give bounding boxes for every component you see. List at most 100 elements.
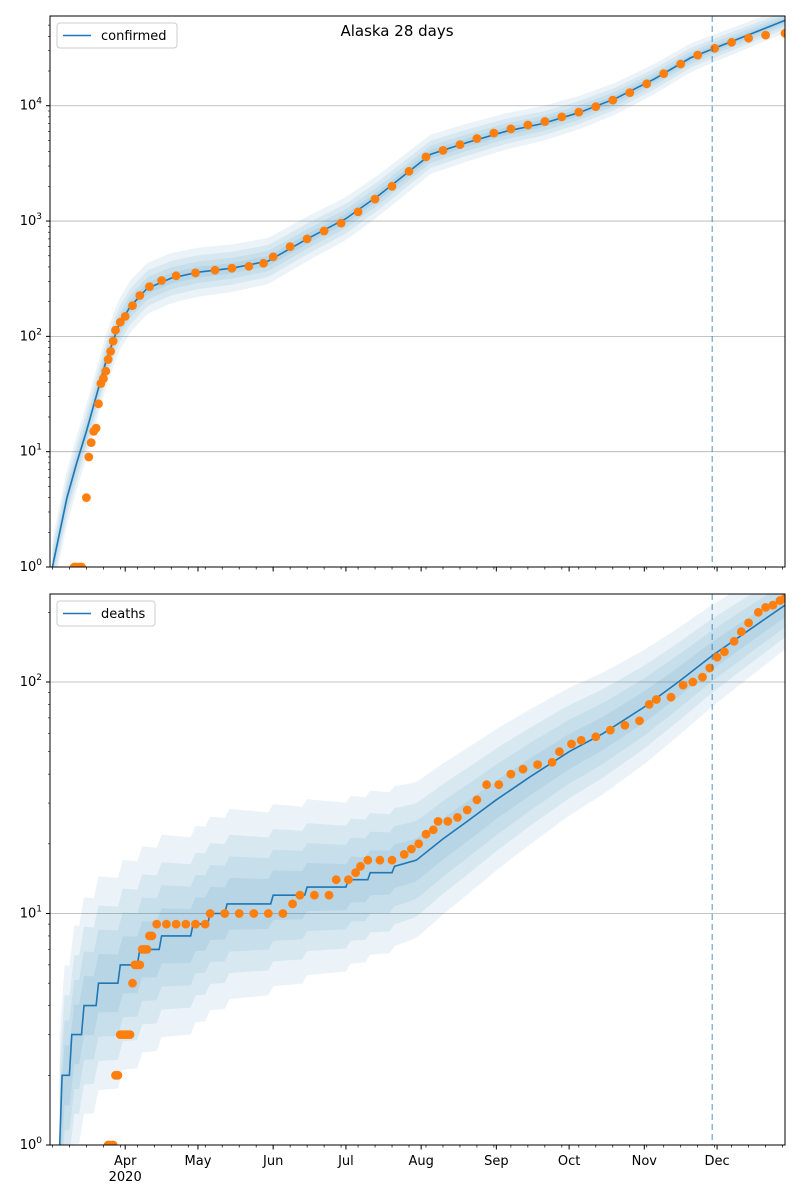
observed-point <box>191 919 200 929</box>
observed-point <box>720 647 729 657</box>
observed-point <box>268 252 278 262</box>
observed-point <box>331 875 341 885</box>
observed-point <box>453 813 462 822</box>
legend-label: confirmed <box>101 29 167 44</box>
y-tick-label: 100 <box>20 1136 43 1153</box>
x-tick-label: Jul <box>337 1154 354 1169</box>
observed-point <box>698 672 707 682</box>
observed-point <box>625 88 635 97</box>
observed-point <box>344 875 353 885</box>
observed-point <box>227 263 237 273</box>
observed-point <box>115 317 125 327</box>
y-tick-label: 101 <box>20 443 42 460</box>
x-tick-label: Nov <box>632 1154 658 1169</box>
observed-point <box>547 757 557 767</box>
observed-point <box>761 603 770 612</box>
plot-area <box>58 594 785 1145</box>
observed-point <box>387 181 397 191</box>
observed-point <box>263 909 273 918</box>
observed-point <box>635 716 644 726</box>
observed-point <box>91 423 101 433</box>
observed-point <box>191 268 200 278</box>
observed-point <box>676 59 686 69</box>
observed-point <box>705 663 715 673</box>
observed-point <box>693 50 703 60</box>
observed-point <box>108 1140 118 1145</box>
figure-title: Alaska 28 days <box>340 22 453 40</box>
observed-point <box>567 739 576 749</box>
x-tick-year-label: 2020 <box>109 1170 142 1185</box>
observed-point <box>678 680 688 690</box>
observed-point <box>125 1030 135 1039</box>
observed-point <box>659 69 669 78</box>
observed-point <box>753 607 763 617</box>
observed-point <box>106 347 115 356</box>
observed-point <box>404 166 414 176</box>
y-tick-label: 104 <box>20 97 43 114</box>
observed-point <box>736 627 746 637</box>
observed-point <box>145 282 154 291</box>
observed-point <box>135 291 145 300</box>
observed-point <box>288 899 297 909</box>
observed-point <box>162 919 171 929</box>
observed-point <box>336 218 346 228</box>
observed-point <box>727 37 736 47</box>
x-tick-label: Jun <box>262 1154 283 1169</box>
x-tick-label: Aug <box>408 1154 433 1169</box>
uncertainty-band <box>59 594 785 1145</box>
observed-point <box>438 146 448 155</box>
y-tick-label: 101 <box>20 905 42 922</box>
y-tick-label: 103 <box>20 212 42 229</box>
observed-point <box>433 817 443 826</box>
observed-point <box>200 919 210 929</box>
observed-point <box>494 780 504 790</box>
observed-point <box>295 890 305 900</box>
observed-point <box>652 695 661 704</box>
legend: deaths <box>56 600 156 627</box>
legend-label: deaths <box>101 607 146 622</box>
observed-point <box>152 919 162 929</box>
x-tick-label: Oct <box>558 1154 580 1169</box>
observed-point <box>171 271 181 281</box>
observed-point <box>205 909 215 918</box>
observed-point <box>472 795 482 805</box>
observed-point <box>744 33 753 43</box>
observed-point <box>99 374 108 383</box>
y-tick-label: 102 <box>20 673 42 690</box>
observed-point <box>407 844 416 854</box>
observed-point <box>443 817 453 826</box>
model-line <box>58 604 785 1145</box>
observed-point <box>278 909 288 918</box>
observed-point <box>729 636 739 646</box>
observed-point <box>108 336 118 346</box>
observed-point <box>135 960 145 970</box>
observed-point <box>356 861 365 871</box>
observed-point <box>302 234 312 244</box>
confirmed-panel: 100 101 102 103 104 confirmed <box>20 15 786 575</box>
observed-point <box>666 692 676 702</box>
observed-point <box>506 124 516 134</box>
observed-point <box>353 207 363 217</box>
observed-point <box>518 764 528 774</box>
x-tick-label: Sep <box>484 1154 509 1169</box>
uncertainty-band <box>52 16 785 567</box>
observed-point <box>523 120 533 130</box>
observed-point <box>462 805 472 815</box>
observed-point <box>324 890 334 900</box>
observed-point <box>780 594 785 603</box>
axes-frame <box>49 15 786 568</box>
uncertainty-band <box>59 594 785 1145</box>
observed-point <box>540 117 550 126</box>
observed-point <box>220 909 230 918</box>
observed-point <box>620 720 630 730</box>
observed-point <box>259 258 268 268</box>
observed-point <box>101 366 111 376</box>
observed-point <box>780 28 785 38</box>
uncertainty-band <box>59 594 785 1145</box>
observed-point <box>574 107 584 117</box>
observed-point <box>157 276 167 285</box>
observed-point <box>555 747 564 757</box>
observed-point <box>506 769 516 779</box>
observed-point <box>591 102 601 112</box>
